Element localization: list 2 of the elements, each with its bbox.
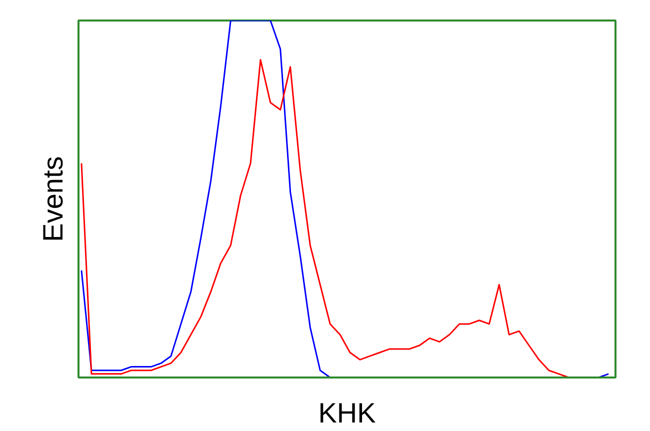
x-axis-title: KHK: [318, 398, 376, 428]
y-axis-title: Events: [38, 156, 68, 242]
